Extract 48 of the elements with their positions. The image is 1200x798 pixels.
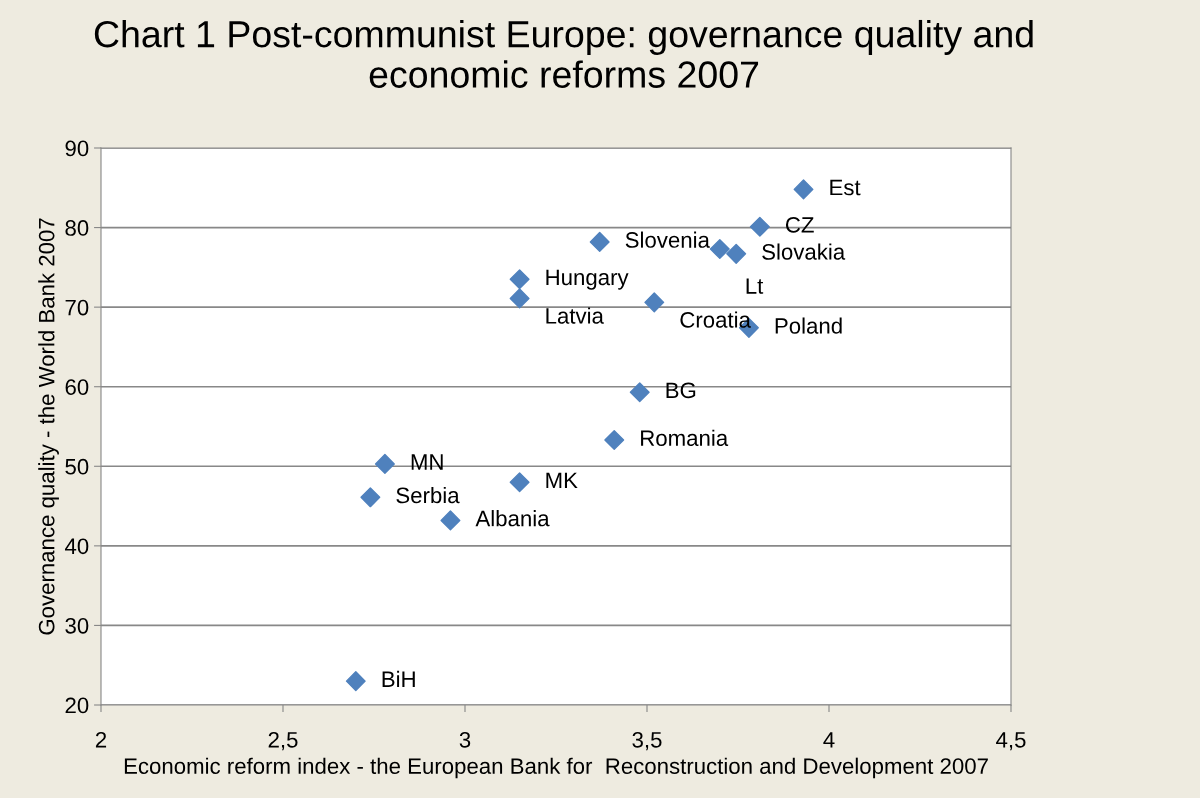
point bbox=[509, 269, 530, 290]
point bbox=[509, 472, 530, 493]
annotation: MN bbox=[411, 454, 443, 470]
point bbox=[374, 453, 395, 474]
annotation: Poland bbox=[775, 317, 842, 334]
point bbox=[345, 671, 366, 692]
y-tick-label: 20 bbox=[65, 697, 89, 714]
y-tick-label: 40 bbox=[64, 538, 89, 555]
annotation: BiH bbox=[382, 670, 415, 687]
annotation: Albania bbox=[475, 510, 550, 527]
annotation: Croatia bbox=[680, 311, 751, 328]
point bbox=[629, 382, 650, 403]
x-tick-label: 2 bbox=[95, 731, 107, 748]
annotation: CZ bbox=[785, 217, 814, 233]
point bbox=[709, 239, 730, 260]
annotation: Latvia bbox=[546, 307, 604, 324]
x-tick-label: 2,5 bbox=[268, 731, 298, 751]
annotation: Est bbox=[830, 179, 861, 196]
y-tick-label: 70 bbox=[65, 299, 89, 316]
point bbox=[749, 216, 770, 237]
y-tick-label: 30 bbox=[65, 617, 89, 634]
x-tick-label: 3 bbox=[459, 731, 471, 748]
annotation: Slovakia bbox=[762, 243, 846, 260]
x-tick-label: 4 bbox=[823, 732, 835, 748]
x-tick-label: 3,5 bbox=[632, 731, 662, 751]
point bbox=[509, 288, 530, 309]
annotation: BG bbox=[666, 382, 696, 399]
point bbox=[360, 487, 381, 508]
chart-title: Chart 1 Post-communist Europe: governance quality and economic reforms 2007 bbox=[94, 19, 1033, 88]
point bbox=[726, 243, 747, 264]
y-axis-title: Governance quality - the World Bank 2007 bbox=[38, 218, 59, 635]
y-tick-label: 80 bbox=[65, 220, 89, 236]
x-axis-title: Economic reform index - the European Bank for Reconstruction and Development 2007 bbox=[124, 757, 988, 779]
point bbox=[793, 179, 814, 200]
y-tick-label: 90 bbox=[65, 140, 89, 157]
y-tick-label: 60 bbox=[65, 379, 89, 395]
annotation: Romania bbox=[641, 429, 729, 446]
annotation: Slovenia bbox=[625, 231, 710, 248]
annotation: MK bbox=[546, 472, 578, 488]
point bbox=[604, 430, 625, 451]
annotation: Lt bbox=[746, 278, 764, 294]
point bbox=[440, 510, 461, 531]
x-tick-label: 4,5 bbox=[996, 732, 1026, 751]
point bbox=[589, 231, 610, 252]
annotation: Hungary bbox=[546, 269, 629, 290]
y-tick-label: 50 bbox=[65, 458, 89, 475]
annotation: Serbia bbox=[396, 486, 460, 504]
point bbox=[644, 292, 665, 313]
